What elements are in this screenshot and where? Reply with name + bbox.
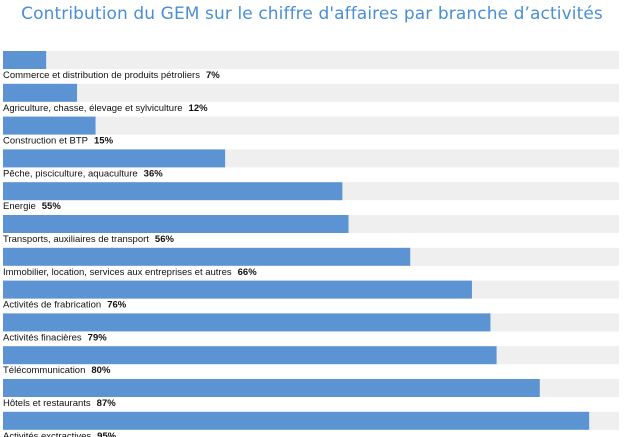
category-label: Activités exctractives bbox=[3, 431, 91, 437]
category-label: Agriculture, chasse, élevage et sylvicul… bbox=[3, 103, 183, 114]
bar-track bbox=[3, 83, 619, 102]
category-label: Pêche, pisciculture, aquaculture bbox=[3, 168, 138, 179]
bar bbox=[3, 116, 96, 135]
value-label: 7% bbox=[206, 70, 220, 81]
category-label: Immobilier, location, services aux entre… bbox=[3, 267, 232, 278]
bar bbox=[3, 182, 343, 201]
value-label: 12% bbox=[189, 103, 209, 114]
bar-track bbox=[3, 116, 619, 135]
bar bbox=[3, 313, 491, 332]
bar bbox=[3, 411, 590, 430]
category-label: Hôtels et restaurants bbox=[3, 398, 91, 409]
value-label: 56% bbox=[155, 234, 175, 245]
chart-title: Contribution du GEM sur le chiffre d'aff… bbox=[21, 4, 603, 24]
bar bbox=[3, 247, 411, 266]
bar bbox=[3, 379, 540, 397]
category-label: Activités finacières bbox=[3, 332, 82, 343]
bar bbox=[3, 51, 47, 69]
value-label: 80% bbox=[91, 365, 111, 376]
bar-rows: Commerce et distribution de produits pét… bbox=[3, 51, 619, 437]
value-label: 66% bbox=[238, 267, 258, 278]
bar bbox=[3, 346, 497, 365]
value-label: 79% bbox=[88, 332, 108, 343]
value-label: 55% bbox=[42, 201, 62, 212]
bar-track bbox=[3, 51, 619, 69]
bar bbox=[3, 280, 472, 299]
category-label: Activités de frabrication bbox=[3, 300, 101, 311]
value-label: 95% bbox=[97, 431, 117, 437]
category-label: Energie bbox=[3, 201, 36, 212]
value-label: 87% bbox=[97, 398, 117, 409]
bar bbox=[3, 83, 78, 102]
value-label: 15% bbox=[94, 136, 114, 147]
value-label: 36% bbox=[144, 168, 164, 179]
bar bbox=[3, 149, 226, 168]
value-label: 76% bbox=[107, 300, 127, 311]
bar bbox=[3, 215, 349, 233]
category-label: Construction et BTP bbox=[3, 136, 88, 147]
category-label: Télécommunication bbox=[3, 365, 85, 376]
category-label: Commerce et distribution de produits pét… bbox=[3, 70, 200, 81]
category-label: Transports, auxiliaires de transport bbox=[3, 234, 149, 245]
